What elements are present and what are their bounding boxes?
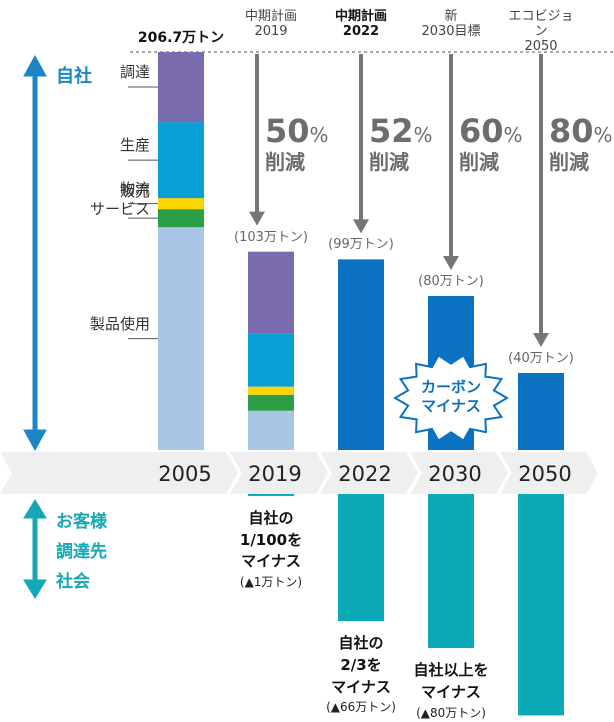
- value-label: (103万トン): [234, 229, 308, 245]
- value-label: (80万トン): [418, 273, 484, 289]
- offset-bar: [518, 494, 564, 716]
- timeline-chevron: [410, 452, 508, 494]
- offset-value-label: (▲1万トン): [239, 574, 303, 589]
- reduction-value: 50: [265, 112, 310, 150]
- bar-segment: [248, 386, 294, 395]
- reduction-text: 削減: [265, 150, 305, 175]
- segment-label: 物流: [119, 179, 150, 198]
- plan-header: 中期計画 2019: [244, 9, 298, 39]
- reduction: 80% 削減: [549, 112, 613, 174]
- offset-value-label: (▲80万トン): [416, 706, 486, 721]
- reduction-text: 削減: [369, 150, 409, 175]
- x-tick-label: 2022: [338, 462, 391, 486]
- bar-segment: [158, 52, 204, 123]
- offset-label: 自社以上を マイナス: [413, 661, 489, 701]
- segment-label: 調達: [119, 63, 150, 82]
- plan-header: エコビジョン 2050: [508, 9, 574, 54]
- reduction-value: 80: [549, 112, 594, 150]
- reduction-text: 削減: [459, 150, 499, 175]
- bar-segment: [248, 251, 294, 334]
- segment-label: 販売 サービス: [89, 182, 150, 219]
- timeline-chevron: [500, 452, 598, 494]
- bar-segment: [248, 333, 294, 387]
- value-label: 206.7万トン: [137, 30, 225, 46]
- offset-label: 自社の 2/3を マイナス: [331, 634, 391, 696]
- scope-own: 自社: [56, 66, 92, 87]
- value-label: (99万トン): [328, 237, 394, 253]
- target-arrow-head: [353, 219, 369, 234]
- target-arrow-head: [533, 332, 549, 347]
- bar-segment: [158, 198, 204, 210]
- badge-burst: [393, 353, 509, 443]
- own-arrow: [23, 54, 47, 452]
- reduction: 50% 削減: [265, 112, 329, 174]
- segment-label: 生産: [119, 136, 150, 155]
- reduction-unit: %: [309, 123, 329, 147]
- reduction-value: 52: [369, 112, 414, 150]
- value-label: (40万トン): [508, 350, 574, 366]
- reduction-value: 60: [459, 112, 504, 150]
- x-tick-label: 2005: [158, 462, 211, 486]
- bar-segment: [158, 209, 204, 228]
- reduction-unit: %: [593, 123, 613, 147]
- badge-text: カーボン マイナス: [420, 378, 482, 415]
- bar-segment: [158, 122, 204, 199]
- plan-header: 中期計画 2022: [334, 9, 388, 39]
- reduction-unit: %: [503, 123, 523, 147]
- timeline-chevron: [320, 452, 418, 494]
- bar-segment: [248, 410, 294, 450]
- offset-bar: [428, 494, 474, 649]
- segment-label: 製品使用: [89, 314, 150, 333]
- reduction: 60% 削減: [459, 112, 523, 174]
- bar: [518, 372, 564, 450]
- timeline-chevron: [230, 452, 328, 494]
- bar: [338, 259, 384, 450]
- reduction: 52% 削減: [369, 112, 433, 174]
- offset-bar: [338, 494, 384, 622]
- x-tick-label: 2019: [248, 462, 301, 486]
- offset-bar: [248, 494, 294, 496]
- bar-segment: [248, 394, 294, 411]
- offset-label: 自社の 1/100を マイナス: [239, 508, 303, 571]
- x-tick-label: 2050: [518, 462, 571, 486]
- target-arrow-head: [249, 211, 265, 226]
- reduction-text: 削減: [549, 150, 589, 175]
- bar-segment: [158, 227, 204, 450]
- target-arrow-head: [443, 255, 459, 270]
- plan-header: 新 2030目標: [421, 9, 481, 39]
- timeline-chevron: [0, 452, 238, 494]
- reduction-unit: %: [413, 123, 433, 147]
- x-tick-label: 2030: [428, 462, 481, 486]
- others-arrow: [23, 499, 47, 599]
- offset-value-label: (▲66万トン): [326, 700, 396, 715]
- scope-others: お客様 調達先 社会: [56, 512, 107, 592]
